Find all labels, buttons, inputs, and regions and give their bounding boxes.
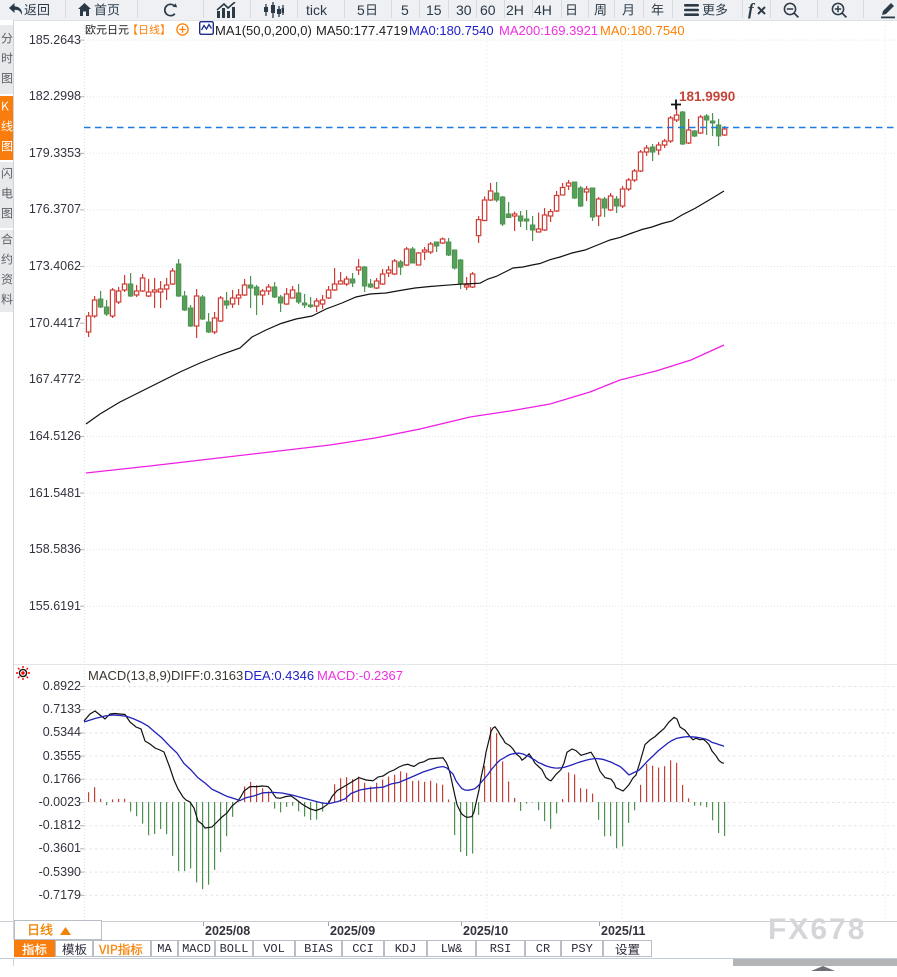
svg-text:181.9990: 181.9990 (679, 89, 735, 104)
